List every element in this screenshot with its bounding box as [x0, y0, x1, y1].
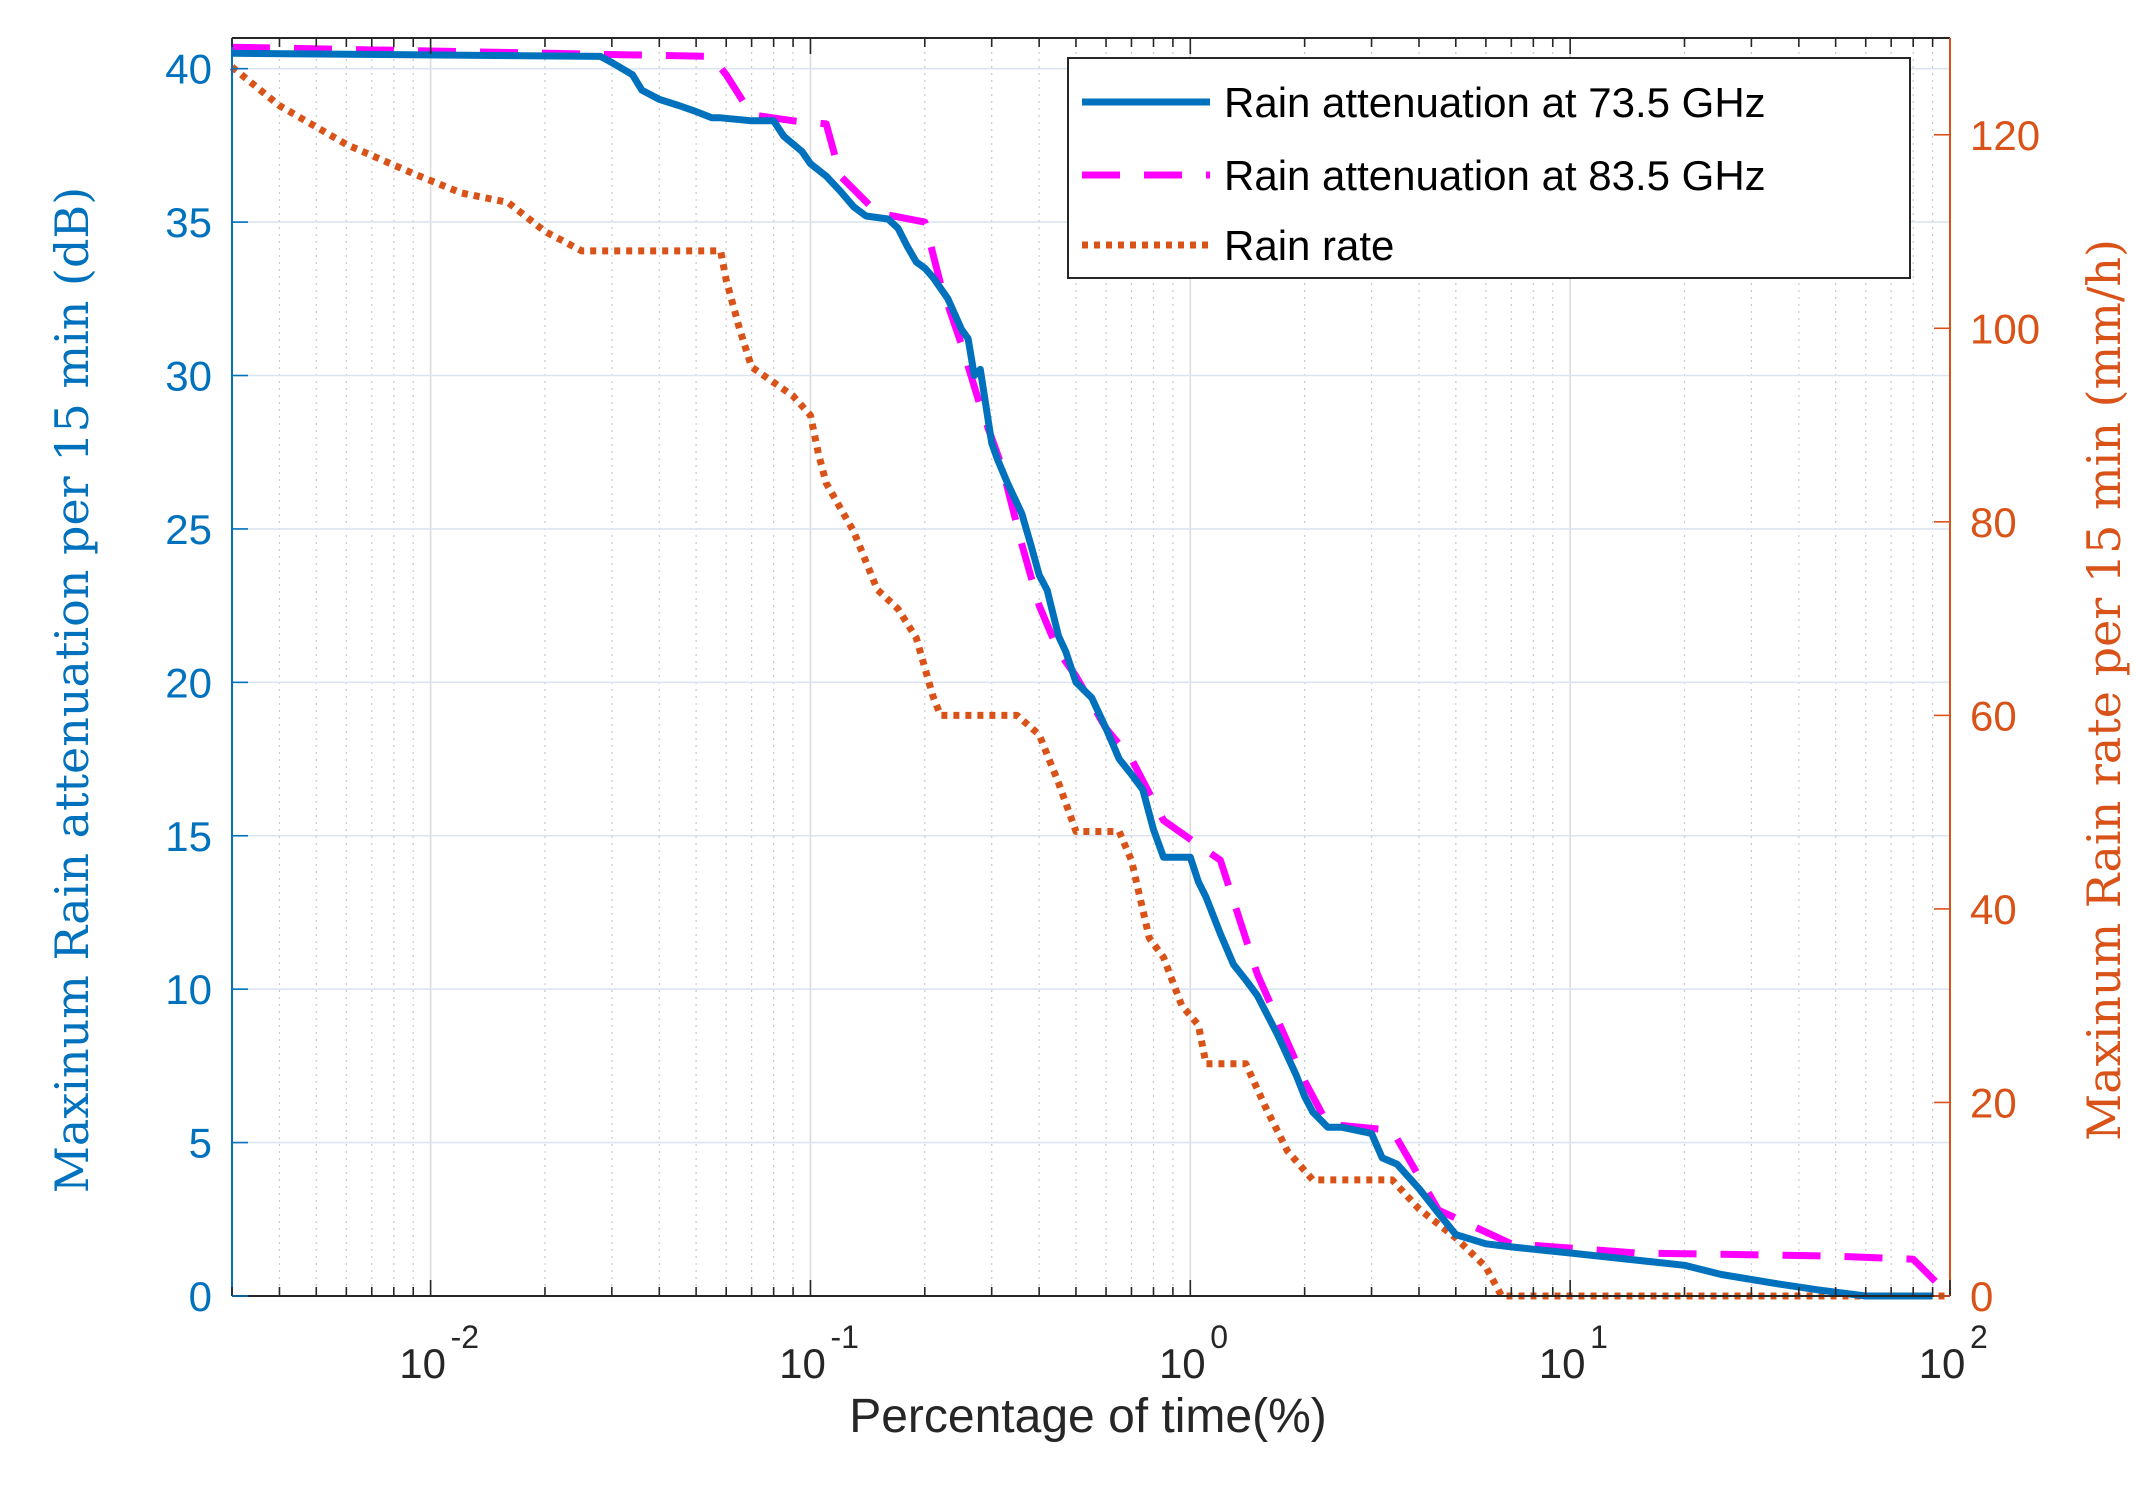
y-left-tick-label: 40 — [165, 46, 212, 93]
y-right-tick-label: 120 — [1970, 112, 2040, 159]
y-left-tick-labels: 0 5 10 15 20 25 30 35 40 — [165, 46, 212, 1320]
y-left-tick-label: 0 — [189, 1273, 212, 1320]
y-right-tick-labels: 0 20 40 60 80 100 120 — [1970, 112, 2040, 1320]
legend-label-rain-rate: Rain rate — [1224, 222, 1394, 269]
y-right-axis-label: Maxinum Rain rate per 15 min (mm/h) — [2077, 239, 2131, 1141]
y-right-tick-label: 0 — [1970, 1273, 1993, 1320]
y-left-tick-label: 25 — [165, 506, 212, 553]
y-left-tick-label: 35 — [165, 199, 212, 246]
x-tick-label: 100 — [1159, 1319, 1228, 1387]
svg-text:2: 2 — [1970, 1319, 1988, 1355]
series-layer — [229, 43, 1953, 1300]
legend-label-73-5ghz: Rain attenuation at 73.5 GHz — [1224, 79, 1766, 126]
y-right-tick-label: 20 — [1970, 1079, 2017, 1126]
y-right-tick-label: 80 — [1970, 499, 2017, 546]
svg-text:10: 10 — [1159, 1340, 1206, 1387]
svg-text:10: 10 — [1919, 1340, 1966, 1387]
svg-text:-2: -2 — [451, 1319, 479, 1355]
svg-text:10: 10 — [1539, 1340, 1586, 1387]
x-axis-label: Percentage of time(%) — [849, 1390, 1327, 1443]
y-right-tick-label: 60 — [1970, 692, 2017, 739]
svg-text:10: 10 — [779, 1340, 826, 1387]
legend: Rain attenuation at 73.5 GHz Rain attenu… — [1067, 57, 1911, 279]
svg-text:1: 1 — [1590, 1319, 1608, 1355]
x-tick-label: 101 — [1539, 1319, 1608, 1387]
legend-label-83-5ghz: Rain attenuation at 83.5 GHz — [1224, 152, 1766, 199]
series-line-dotted — [229, 64, 1950, 1300]
y-left-tick-label: 30 — [165, 353, 212, 400]
x-tick-label: 10-2 — [399, 1319, 479, 1387]
y-left-axis-label: Maxinum Rain attenuation per 15 min (dB) — [45, 187, 99, 1193]
x-tick-label: 102 — [1919, 1319, 1988, 1387]
y-left-tick-label: 15 — [165, 813, 212, 860]
svg-text:-1: -1 — [830, 1319, 858, 1355]
axes-layer — [231, 37, 1951, 1297]
series-line-solid — [231, 49, 1933, 1300]
svg-text:10: 10 — [399, 1340, 446, 1387]
y-right-tick-label: 40 — [1970, 886, 2017, 933]
svg-text:0: 0 — [1210, 1319, 1228, 1355]
y-right-tick-label: 100 — [1970, 305, 2040, 352]
y-left-tick-label: 5 — [189, 1120, 212, 1167]
legend-box — [1067, 57, 1911, 279]
y-left-tick-label: 10 — [165, 966, 212, 1013]
x-tick-label: 10-1 — [779, 1319, 859, 1387]
y-left-tick-label: 20 — [165, 659, 212, 706]
